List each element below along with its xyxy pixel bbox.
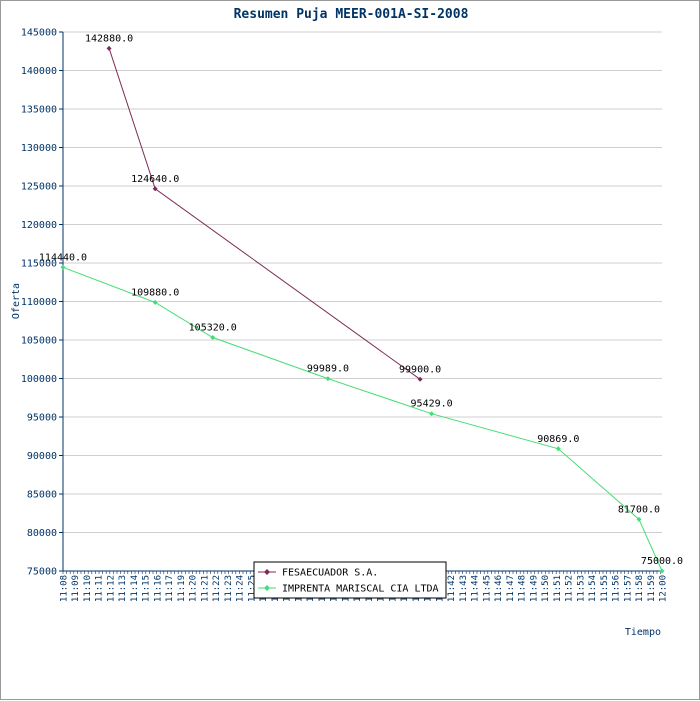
y-tick-label: 125000: [21, 182, 57, 193]
x-tick-label: 11:56: [612, 575, 622, 602]
x-tick-label: 11:49: [529, 575, 539, 602]
y-axis-label: Oferta: [11, 283, 22, 319]
data-point: [210, 335, 216, 341]
x-tick-label: 11:19: [177, 575, 187, 602]
x-tick-label: 11:09: [71, 575, 81, 602]
series-line-1: [108, 48, 421, 380]
x-tick-label: 11:13: [118, 575, 128, 602]
data-point: [659, 568, 665, 574]
data-label: 124640.0: [131, 174, 179, 185]
data-label: 81700.0: [618, 504, 660, 515]
x-tick-label: 11:22: [212, 575, 222, 602]
y-tick-label: 130000: [21, 143, 57, 154]
x-tick-label: 11:52: [565, 575, 575, 602]
legend-swatch-marker: [264, 585, 270, 591]
x-tick-label: 11:23: [224, 575, 234, 602]
x-tick-label: 11:54: [588, 575, 598, 602]
x-tick-label: 11:58: [635, 575, 645, 602]
x-tick-label: 11:16: [153, 575, 163, 602]
data-label: 99989.0: [307, 364, 349, 375]
x-tick-label: 11:53: [576, 575, 586, 602]
x-tick-label: 11:08: [60, 575, 70, 602]
x-tick-label: 11:12: [106, 575, 116, 602]
data-label: 95429.0: [411, 399, 453, 410]
x-tick-label: 11:11: [95, 575, 105, 602]
data-point: [325, 376, 331, 382]
data-point: [60, 264, 66, 270]
data-point: [636, 516, 642, 522]
x-tick-label: 11:25: [247, 575, 257, 602]
y-tick-label: 120000: [21, 220, 57, 231]
y-tick-label: 75000: [27, 567, 57, 578]
data-point: [555, 446, 561, 452]
axes: 75000 80000 85000 90000 95000 100000 105000 110…: [21, 28, 669, 603]
x-tick-label: 11:48: [518, 575, 528, 602]
legend: FESAECUADOR S.A. IMPRENTA MARISCAL CIA LT…: [253, 561, 447, 599]
x-tick-label: 11:43: [459, 575, 469, 602]
y-tick-label: 105000: [21, 336, 57, 347]
grid: [63, 31, 662, 572]
data-label: 99900.0: [399, 364, 441, 375]
legend-label: IMPRENTA MARISCAL CIA LTDA: [282, 584, 439, 595]
data-point: [152, 299, 158, 305]
x-tick-label: 11:10: [83, 575, 93, 602]
y-tick-label: 95000: [27, 413, 57, 424]
legend-swatch-marker: [264, 569, 270, 575]
x-tick-label: 11:14: [130, 575, 140, 602]
y-tick-label: 145000: [21, 28, 57, 39]
x-tick-label: 11:21: [200, 575, 210, 602]
x-tick-label: 11:44: [471, 575, 481, 602]
x-tick-label: 11:51: [553, 575, 563, 602]
y-tick-label: 90000: [27, 451, 57, 462]
x-tick-label: 11:42: [447, 575, 457, 602]
data-label: 142880.0: [85, 33, 133, 44]
data-point: [152, 186, 158, 192]
y-tick-label: 85000: [27, 490, 57, 501]
y-tick-label: 135000: [21, 105, 57, 116]
data-labels: 142880.0 124640.0 99900.0 114440.0 109880.0 1…: [39, 33, 683, 567]
x-tick-label: 11:55: [600, 575, 610, 602]
x-tick-label: 11:20: [189, 575, 199, 602]
x-tick-label: 11:47: [506, 575, 516, 602]
data-point: [106, 45, 112, 51]
x-tick-label: 11:15: [142, 575, 152, 602]
series-line-2: [62, 266, 663, 572]
x-tick-label: 11:17: [165, 575, 175, 602]
legend-label: FESAECUADOR S.A.: [282, 568, 378, 579]
data-label: 75000.0: [641, 556, 683, 567]
data-label: 109880.0: [131, 287, 179, 298]
data-point: [429, 411, 435, 417]
x-tick-label: 11:24: [236, 575, 246, 602]
data-label: 114440.0: [39, 252, 87, 263]
series-layer: [60, 45, 665, 574]
x-tick-label: 11:59: [647, 575, 657, 602]
y-tick-label: 110000: [21, 297, 57, 308]
x-tick-label: 11:46: [494, 575, 504, 602]
y-tick-label: 115000: [21, 259, 57, 270]
y-tick-label: 140000: [21, 66, 57, 77]
x-tick-label: 11:50: [541, 575, 551, 602]
x-tick-label: 11:57: [623, 575, 633, 602]
data-label: 90869.0: [537, 434, 579, 445]
data-point: [417, 376, 423, 382]
x-tick-label: 11:45: [482, 575, 492, 602]
legend-box: [253, 561, 447, 599]
y-tick-label: 100000: [21, 374, 57, 385]
x-tick-label: 12:00: [659, 575, 669, 602]
y-tick-label: 80000: [27, 528, 57, 539]
data-label: 105320.0: [189, 323, 237, 334]
x-axis-label: Tiempo: [625, 627, 661, 638]
chart-title: Resumen Puja MEER-001A-SI-2008: [234, 7, 469, 22]
